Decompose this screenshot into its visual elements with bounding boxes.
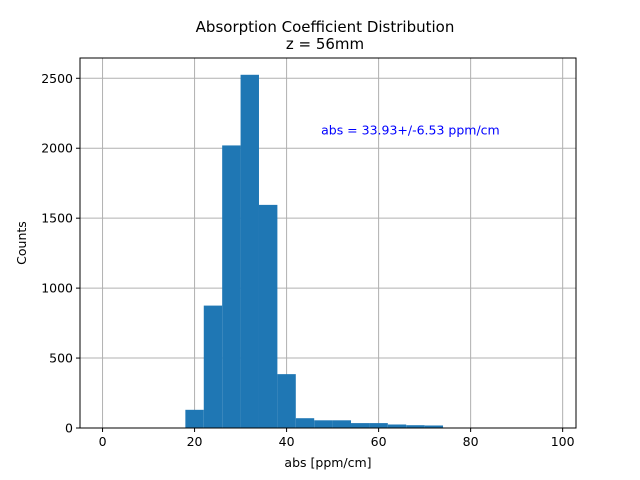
y-tick-label: 0 — [65, 421, 73, 436]
y-axis-label: Counts — [14, 221, 29, 265]
x-axis-label: abs [ppm/cm] — [284, 455, 371, 470]
histogram-bar — [332, 420, 352, 428]
chart-title: Absorption Coefficient Distribution — [196, 18, 455, 36]
stats-annotation: abs = 33.93+/-6.53 ppm/cm — [321, 123, 500, 138]
x-tick-label: 40 — [279, 434, 295, 449]
x-tick-label: 80 — [463, 434, 479, 449]
x-tick-label: 20 — [187, 434, 203, 449]
histogram-bar — [314, 420, 333, 428]
histogram-bar — [240, 74, 259, 429]
plot-area — [80, 58, 576, 428]
axes-frame — [79, 57, 577, 429]
chart-subtitle: z = 56mm — [286, 35, 364, 53]
histogram-bar — [351, 423, 370, 428]
histogram-bar — [406, 425, 425, 428]
x-tick-label: 60 — [371, 434, 387, 449]
histogram-bar — [387, 424, 407, 428]
x-tick-label: 100 — [551, 434, 575, 449]
y-tick-label: 2000 — [41, 141, 73, 156]
y-tick-label: 2500 — [41, 71, 73, 86]
histogram-bar — [222, 145, 241, 428]
histogram-bar — [424, 425, 444, 428]
histogram-bar — [369, 423, 388, 428]
bars-layer — [185, 74, 444, 429]
x-tick-label: 0 — [99, 434, 107, 449]
histogram-bar — [203, 305, 223, 428]
histogram-bar — [277, 374, 296, 428]
y-tick-label: 500 — [49, 351, 73, 366]
histogram-bar — [185, 409, 204, 428]
histogram-bar — [295, 418, 315, 428]
y-tick-label: 1000 — [41, 281, 73, 296]
histogram-bar — [258, 204, 278, 428]
y-tick-label: 1500 — [41, 211, 73, 226]
grid-layer — [80, 58, 576, 429]
